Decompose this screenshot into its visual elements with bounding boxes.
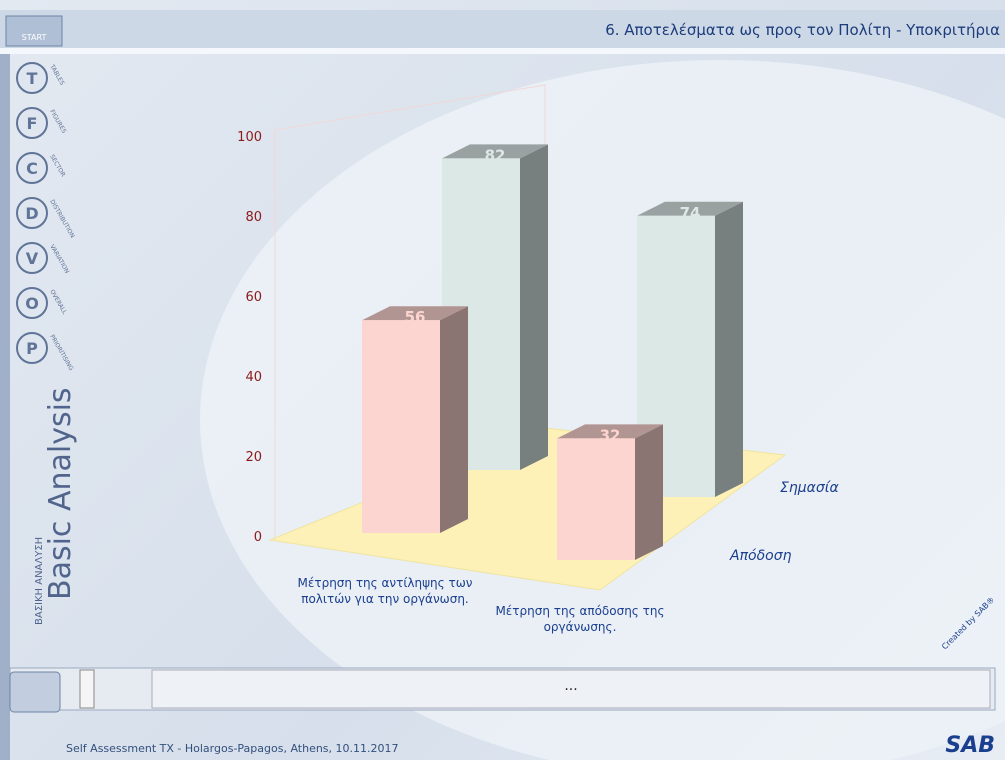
bar-side [715,201,743,498]
sidebar-icon[interactable] [16,62,48,94]
header-rule [0,48,1005,54]
background-swoosh [200,60,1005,760]
value-label: 56 [405,308,426,326]
sidebar-letter: F [27,114,38,133]
page-title: 6. Αποτελέσματα ως προς τον Πολίτη - Υπο… [605,21,1000,39]
y-tick-label: 80 [245,210,262,225]
y-tick-label: 20 [245,450,262,465]
header-bar [0,10,1005,48]
sidebar-letter: T [27,69,38,88]
bar-top [362,306,468,321]
sidebar-letter: O [25,294,39,313]
sidebar-icon[interactable] [16,197,48,229]
bar-top [442,144,548,159]
x-tick-label: Μέτρηση της αντίληψης των πολιτών για τη… [297,576,473,606]
sidebar-letter: V [26,249,39,268]
sidebar-icon[interactable] [16,332,48,364]
sidebar-icon[interactable] [16,242,48,274]
value-label: 32 [600,426,621,444]
bar-top [557,424,663,439]
bar-side [440,306,468,533]
sidebar-label: FIGURES [48,109,67,135]
logo: SAB [945,733,995,758]
sidebar-subtitle: ΒΑΣΙΚΗ ΑΝΑΛΥΣΗ [34,537,45,625]
y-tick-label: 0 [254,530,262,545]
start-label: START [22,33,47,42]
start-button[interactable] [5,15,63,47]
y-tick-label: 100 [237,130,262,145]
legend-label: Απόδοση [729,548,792,564]
footer-text: Self Assessment TX - Holargos-Papagos, A… [66,742,399,755]
x-tick-label: Μέτρηση της απόδοσης της οργάνωσης. [495,604,665,634]
legend-label: Σημασία [780,480,839,496]
sidebar-label: SECTOR [48,154,66,179]
sidebar-letter: P [26,339,38,358]
y-tick-label: 60 [245,290,262,305]
sidebar-title: Basic Analysis [43,387,78,600]
bar-top [637,201,743,216]
sidebar-label: OVERALL [48,289,68,317]
bar-side [635,424,663,560]
scroll-control[interactable] [79,669,95,709]
sidebar-icon[interactable] [16,107,48,139]
sidebar-edge [0,54,10,760]
panel-field [151,669,991,709]
sidebar-label: VARIATION [48,244,70,275]
panel-text: ... [564,678,577,694]
y-tick-label: 40 [245,370,262,385]
sidebar-label: TABLES [48,63,66,87]
bar [557,438,635,560]
sidebar-label: DISTRIBUTION [48,199,76,240]
value-label: 74 [680,204,701,222]
sidebar-letter: C [26,159,38,178]
sidebar-label: PRIORITISING [48,334,74,373]
bar [362,320,440,533]
sidebar-letter: D [25,204,38,223]
bar-side [520,144,548,470]
sidebar-icon[interactable] [16,152,48,184]
value-label: 82 [485,146,506,164]
sidebar-icon[interactable] [16,287,48,319]
sector-button[interactable] [9,671,61,713]
